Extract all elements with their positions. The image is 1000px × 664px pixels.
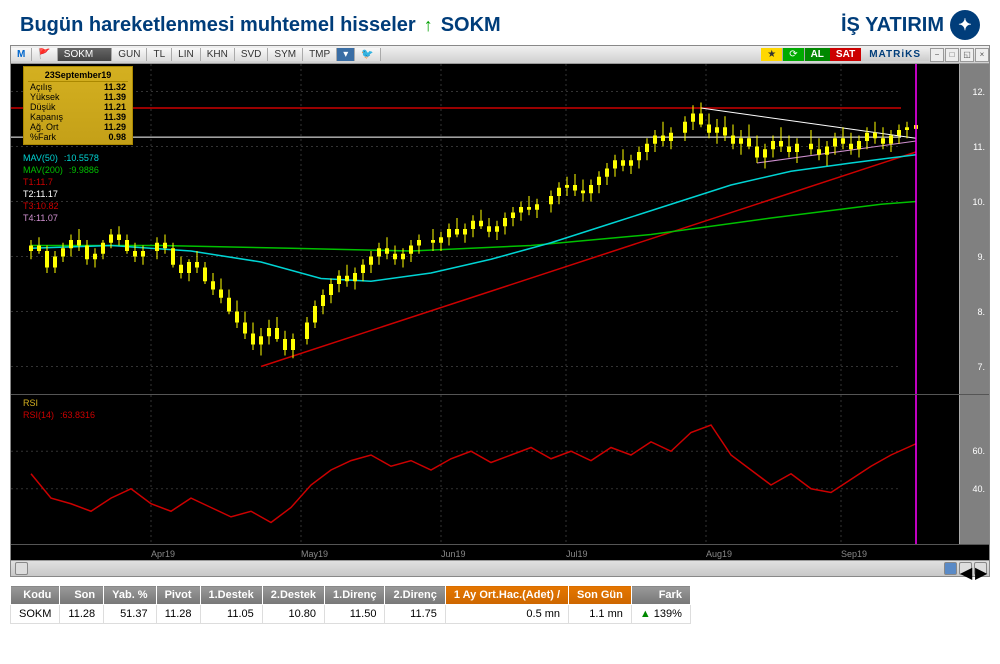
sat-badge[interactable]: SAT bbox=[830, 48, 861, 61]
col-header: 2.Direnç bbox=[385, 586, 445, 605]
star-icon[interactable]: ★ bbox=[761, 48, 783, 61]
col-header: 1.Destek bbox=[200, 586, 262, 605]
x-tick: Aug19 bbox=[706, 549, 732, 559]
price-chart-svg bbox=[11, 64, 931, 394]
info-row: Ağ. Ort11.29 bbox=[28, 122, 128, 132]
rsi-y-axis: 40.60. bbox=[959, 395, 989, 544]
chart-toolbar: M 🚩 SOKM GUNTLLINKHNSVDSYMTMP ▾ 🐦 ★ ⟳ AL… bbox=[11, 46, 989, 64]
logo-icon: ✦ bbox=[950, 10, 980, 40]
indicator-row: MAV(200):9.9886 bbox=[23, 164, 99, 176]
indicator-row: T3:10.82 bbox=[23, 200, 99, 212]
ohlc-info-box: 23September19 Açılış11.32Yüksek11.39Düşü… bbox=[23, 66, 133, 145]
indicator-row: T4:11.07 bbox=[23, 212, 99, 224]
toolbar-btn-khn[interactable]: KHN bbox=[201, 48, 235, 61]
indicator-row: MAV(50):10.5578 bbox=[23, 152, 99, 164]
icon-m[interactable]: M bbox=[11, 48, 32, 61]
rsi-value-label: RSI(14) bbox=[23, 409, 54, 421]
restore-icon[interactable]: ◱ bbox=[960, 48, 974, 62]
x-tick: Sep19 bbox=[841, 549, 867, 559]
tool-icon-3[interactable]: ▶ bbox=[974, 562, 987, 575]
cell: 10.80 bbox=[262, 605, 324, 624]
page-title: Bugün hareketlenmesi muhtemel hisseler ↑… bbox=[20, 14, 501, 37]
table-row: SOKM11.2851.3711.2811.0510.8011.5011.750… bbox=[11, 605, 691, 624]
rsi-chart-svg bbox=[11, 395, 931, 545]
col-header: 1.Direnç bbox=[325, 586, 385, 605]
col-header: Fark bbox=[631, 586, 690, 605]
indicator-labels: MAV(50):10.5578MAV(200):9.9886T1:11.7T2:… bbox=[23, 152, 99, 224]
cell: 0.5 mn bbox=[445, 605, 568, 624]
twitter-icon[interactable]: 🐦 bbox=[355, 48, 380, 61]
x-tick: Apr19 bbox=[151, 549, 175, 559]
rsi-title: RSI bbox=[23, 397, 38, 409]
brand-logo: İŞ YATIRIM ✦ bbox=[841, 10, 980, 40]
toolbar-btn-gun[interactable]: GUN bbox=[112, 48, 147, 61]
title-prefix: Bugün hareketlenmesi muhtemel hisseler bbox=[20, 14, 416, 37]
price-y-axis: 7.8.9.10.11.12. bbox=[959, 64, 989, 394]
title-ticker: SOKM bbox=[441, 14, 501, 37]
toolbar-btn-svd[interactable]: SVD bbox=[235, 48, 269, 61]
col-header: Son Gün bbox=[569, 586, 632, 605]
info-row: Açılış11.32 bbox=[28, 82, 128, 92]
chart-bottom-bar: ◀ ▶ bbox=[11, 560, 989, 576]
al-badge[interactable]: AL bbox=[805, 48, 830, 61]
summary-table: KoduSonYab. %Pivot1.Destek2.Destek1.Dire… bbox=[10, 585, 691, 624]
x-axis: Apr19 May19 Jun19 Jul19 Aug19 Sep19 bbox=[11, 544, 989, 560]
col-header: Son bbox=[60, 586, 104, 605]
cell: 1.1 mn bbox=[569, 605, 632, 624]
toolbar-btn-sym[interactable]: SYM bbox=[268, 48, 303, 61]
scroll-left-icon[interactable] bbox=[15, 562, 28, 575]
refresh-icon[interactable]: ⟳ bbox=[783, 48, 804, 61]
cell: 11.50 bbox=[325, 605, 385, 624]
info-row: %Fark0.98 bbox=[28, 132, 128, 142]
dropdown-icon[interactable]: ▾ bbox=[337, 48, 355, 61]
col-header: Kodu bbox=[11, 586, 60, 605]
info-row: Düşük11.21 bbox=[28, 102, 128, 112]
col-header: Pivot bbox=[156, 586, 200, 605]
cell: 11.28 bbox=[156, 605, 200, 624]
x-tick: May19 bbox=[301, 549, 328, 559]
cell: 51.37 bbox=[104, 605, 156, 624]
x-tick: Jun19 bbox=[441, 549, 466, 559]
cell: SOKM bbox=[11, 605, 60, 624]
col-header: 1 Ay Ort.Hac.(Adet) / bbox=[445, 586, 568, 605]
indicator-row: T2:11.17 bbox=[23, 188, 99, 200]
x-tick: Jul19 bbox=[566, 549, 588, 559]
info-row: Yüksek11.39 bbox=[28, 92, 128, 102]
up-arrow-icon: ↑ bbox=[424, 15, 433, 36]
matriks-logo: MATRiKS bbox=[861, 48, 929, 61]
info-row: Kapanış11.39 bbox=[28, 112, 128, 122]
toolbar-btn-tl[interactable]: TL bbox=[147, 48, 172, 61]
cell: ▲ 139% bbox=[631, 605, 690, 624]
chart-window: M 🚩 SOKM GUNTLLINKHNSVDSYMTMP ▾ 🐦 ★ ⟳ AL… bbox=[10, 45, 990, 577]
indicator-row: T1:11.7 bbox=[23, 176, 99, 188]
maximize-icon[interactable]: □ bbox=[945, 48, 959, 62]
flag-icon[interactable]: 🚩 bbox=[32, 48, 57, 61]
cell: 11.05 bbox=[200, 605, 262, 624]
rsi-chart-panel[interactable]: RSI RSI(14) :63.8316 40.60. bbox=[11, 394, 989, 544]
ticker-field[interactable]: SOKM bbox=[58, 48, 112, 61]
price-chart-panel[interactable]: 23September19 Açılış11.32Yüksek11.39Düşü… bbox=[11, 64, 989, 394]
rsi-labels: RSI RSI(14) :63.8316 bbox=[23, 397, 95, 421]
cell: 11.28 bbox=[60, 605, 104, 624]
toolbar-btn-lin[interactable]: LIN bbox=[172, 48, 201, 61]
col-header: Yab. % bbox=[104, 586, 156, 605]
tool-icon-2[interactable]: ◀ bbox=[959, 562, 972, 575]
minimize-icon[interactable]: − bbox=[930, 48, 944, 62]
close-icon[interactable]: × bbox=[975, 48, 989, 62]
cell: 11.75 bbox=[385, 605, 445, 624]
rsi-value: :63.8316 bbox=[60, 409, 95, 421]
col-header: 2.Destek bbox=[262, 586, 324, 605]
info-date: 23September19 bbox=[28, 69, 128, 82]
toolbar-btn-tmp[interactable]: TMP bbox=[303, 48, 337, 61]
tool-icon-1[interactable] bbox=[944, 562, 957, 575]
